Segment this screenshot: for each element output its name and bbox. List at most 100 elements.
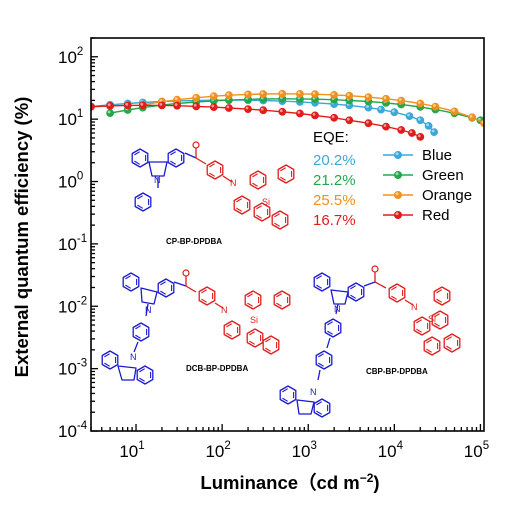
- legend-item-orange: Orange: [383, 187, 472, 204]
- data-point-highlight: [398, 127, 402, 131]
- data-point: [209, 92, 218, 101]
- data-point-highlight: [107, 110, 111, 114]
- data-point: [364, 93, 373, 101]
- data-point-highlight: [245, 106, 249, 110]
- data-point: [345, 116, 354, 125]
- data-point-highlight: [193, 103, 197, 107]
- data-point: [416, 132, 425, 141]
- data-point: [405, 112, 414, 120]
- data-point: [377, 105, 385, 114]
- legend-label: Red: [422, 207, 450, 224]
- nitrogen-label: N: [154, 175, 161, 185]
- axis-ticks: [90, 37, 482, 432]
- data-point-highlight: [211, 104, 215, 108]
- structure-label-cp-bp-dpdba: CP-BP-DPDBA: [166, 237, 222, 246]
- x-tick-label: 104: [378, 440, 404, 461]
- data-point-highlight: [366, 105, 369, 108]
- structure-cp-bp-dpdba: N N Si CP-BP-DPDBA: [131, 141, 295, 246]
- series-orange: [138, 89, 484, 128]
- data-point-highlight: [260, 107, 264, 111]
- nitrogen-label: N: [145, 305, 152, 315]
- data-point: [173, 101, 181, 110]
- data-point: [123, 101, 132, 110]
- data-point-highlight: [297, 111, 301, 114]
- nitrogen-label: N: [310, 387, 317, 397]
- data-point-highlight: [407, 113, 410, 117]
- data-point: [430, 128, 438, 136]
- structure-cbp-bp-dpdba: N N N Si CBP-BP-DPDBA: [279, 265, 461, 418]
- data-point-highlight: [174, 97, 178, 100]
- x-tick-label: 101: [119, 440, 144, 461]
- data-point: [278, 89, 287, 98]
- structure-label-cbp-bp-dpdba: CBP-BP-DPDBA: [366, 367, 428, 376]
- y-tick-label: 10-4: [58, 420, 88, 441]
- data-point-highlight: [398, 98, 402, 101]
- eqe-values: 20.2% 21.2% 25.5% 16.7%: [313, 152, 356, 229]
- x-tick-label: 103: [292, 440, 317, 461]
- series-layer: [91, 89, 484, 141]
- legend-swatch-marker: [394, 211, 402, 219]
- data-point: [295, 90, 304, 98]
- y-tick-label: 101: [58, 108, 83, 129]
- data-point: [192, 102, 201, 111]
- data-point: [330, 113, 338, 122]
- data-point: [295, 109, 304, 118]
- structure-label-dcb-bp-dpdba: DCB-BP-DPDBA: [186, 364, 248, 373]
- eqe-value-orange: 25.5%: [313, 192, 356, 209]
- y-axis-title: External quantum efficiency (%): [11, 97, 32, 378]
- data-point-highlight: [366, 94, 369, 98]
- data-point: [416, 116, 425, 125]
- data-point: [192, 93, 201, 102]
- legend-item-red: Red: [383, 207, 450, 224]
- data-point: [345, 91, 354, 100]
- data-point-highlight: [346, 117, 350, 121]
- data-point: [244, 105, 252, 113]
- data-point-highlight: [174, 103, 178, 106]
- y-tick-label: 10-2: [58, 295, 87, 316]
- data-point: [224, 104, 233, 112]
- y-tick-label: 100: [58, 171, 83, 192]
- data-point-highlight: [346, 93, 350, 96]
- data-point-highlight: [125, 102, 129, 106]
- data-point-highlight: [245, 91, 249, 95]
- structure-dcb-bp-dpdba: N N N Si DCB-BP-DPDBA: [101, 269, 291, 385]
- data-point-highlight: [383, 96, 387, 100]
- data-point-highlight: [417, 134, 421, 138]
- legend-label: Green: [422, 167, 464, 184]
- legend-swatch-highlight: [395, 152, 399, 156]
- legend-item-green: Green: [383, 167, 464, 184]
- data-point-highlight: [159, 99, 163, 103]
- legend-label: Blue: [422, 147, 452, 164]
- data-point-highlight: [452, 108, 455, 112]
- data-point: [138, 101, 147, 110]
- data-point-highlight: [312, 112, 316, 116]
- data-point-highlight: [378, 107, 382, 110]
- data-point-highlight: [383, 124, 387, 127]
- data-point-highlight: [226, 105, 230, 109]
- data-point: [397, 126, 406, 134]
- data-point-highlight: [211, 93, 215, 97]
- data-point-highlight: [469, 114, 473, 118]
- silicon-label: Si: [428, 314, 436, 324]
- data-point-highlight: [279, 109, 283, 113]
- legend-label: Orange: [422, 187, 472, 204]
- nitrogen-label: N: [334, 304, 341, 314]
- data-point-highlight: [279, 91, 283, 95]
- nitrogen-label: N: [411, 302, 418, 312]
- data-point-highlight: [226, 92, 230, 96]
- data-point: [390, 108, 399, 117]
- data-point: [364, 119, 373, 128]
- x-tick-label: 102: [205, 440, 230, 461]
- eqe-value-green: 21.2%: [313, 172, 356, 189]
- data-point-highlight: [260, 91, 264, 95]
- data-point-highlight: [331, 92, 335, 96]
- data-point: [224, 91, 233, 100]
- legend-item-blue: Blue: [383, 147, 452, 164]
- data-point-highlight: [331, 115, 335, 119]
- data-point: [407, 129, 416, 137]
- data-point-highlight: [417, 117, 421, 121]
- data-point-highlight: [159, 102, 163, 106]
- data-point-highlight: [431, 129, 435, 133]
- y-tick-labels: 10-4 10-3 10-2 10-1 100 101 102: [58, 46, 88, 441]
